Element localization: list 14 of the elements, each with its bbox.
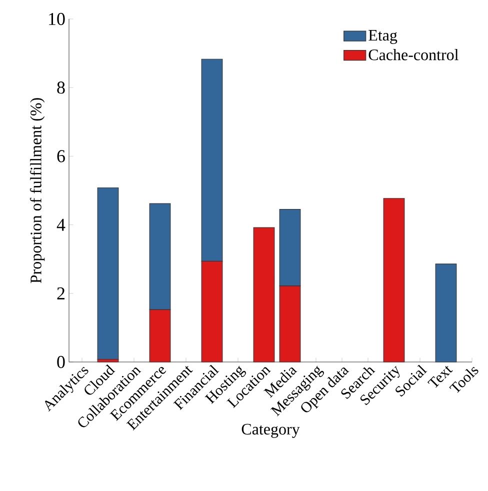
bar — [383, 198, 405, 362]
y-axis-title: Proportion of fulfillment (%) — [30, 98, 45, 284]
y-tick-label: 4 — [56, 218, 66, 231]
legend-label: Etag — [368, 30, 398, 44]
bar — [435, 264, 457, 362]
y-tick-label: 0 — [57, 356, 65, 368]
x-axis-title: Category — [242, 424, 300, 438]
y-tick-label: 10 — [49, 12, 65, 26]
y-tick-label: 6 — [57, 150, 65, 162]
legend-label: Cache-control — [368, 48, 458, 60]
y-tick-label: 2 — [57, 287, 64, 300]
bar — [253, 227, 275, 362]
y-tick-label: 8 — [57, 82, 65, 94]
bar — [97, 187, 119, 360]
